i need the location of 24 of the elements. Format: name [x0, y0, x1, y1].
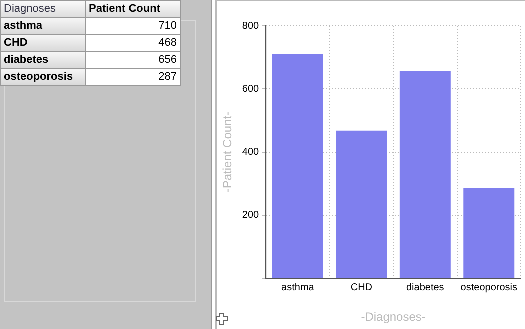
y-tick-label: 400 — [242, 147, 260, 158]
x-tick-label: osteoporosis — [460, 282, 518, 294]
y-tick-label: 200 — [242, 210, 260, 222]
text: asthma — [0, 18, 86, 34]
text: diabetes — [0, 52, 86, 68]
text: Patient Count — [86, 0, 180, 18]
y-tick-label: 600 — [242, 84, 260, 95]
bar — [336, 130, 388, 278]
bar — [400, 71, 451, 278]
x-tick-label: CHD — [350, 282, 373, 294]
bar — [464, 188, 515, 278]
text: 656 — [86, 52, 180, 68]
y-axis-title: -Patient Count- — [220, 112, 235, 193]
text: Diagnoses — [0, 0, 86, 18]
x-tick-label: asthma — [282, 282, 315, 294]
x-axis-title: -Diagnoses- — [361, 310, 426, 324]
text: 710 — [86, 18, 180, 34]
text: osteoporosis — [0, 68, 86, 86]
text: 287 — [86, 68, 180, 86]
text: 468 — [86, 34, 180, 52]
y-tick-label: 800 — [242, 20, 260, 32]
bar — [272, 54, 324, 278]
text: CHD — [0, 34, 86, 52]
x-tick-label: diabetes — [406, 282, 444, 294]
